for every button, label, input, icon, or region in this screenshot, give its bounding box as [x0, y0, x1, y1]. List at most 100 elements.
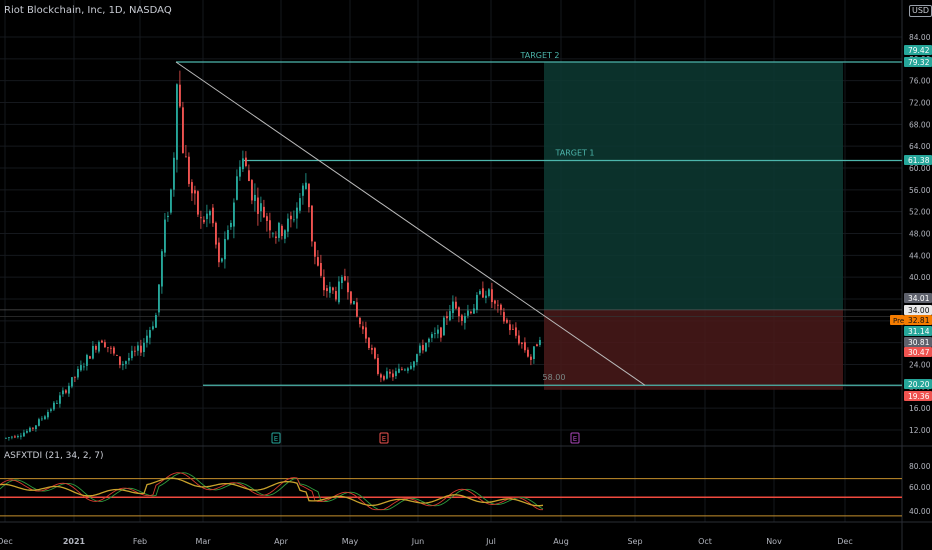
- candle-body: [413, 361, 415, 368]
- candle-body: [134, 350, 136, 352]
- earnings-event-icon[interactable]: [271, 432, 281, 444]
- price-tick-label: 56.00: [909, 186, 931, 195]
- candle-body: [257, 197, 259, 214]
- candle-body: [152, 326, 154, 330]
- candle-body: [188, 156, 190, 184]
- candle-body: [404, 369, 406, 371]
- candle-body: [59, 395, 61, 404]
- candle-body: [380, 374, 382, 378]
- currency-badge[interactable]: USD: [909, 5, 932, 17]
- candle-body: [434, 333, 436, 335]
- candle-body: [485, 295, 487, 298]
- candle-body: [194, 190, 196, 194]
- earnings-event-icon[interactable]: [570, 432, 580, 444]
- candle-body: [275, 236, 277, 239]
- candle-body: [329, 286, 331, 293]
- candle-body: [266, 216, 268, 221]
- candle-body: [335, 291, 337, 300]
- price-badge: [904, 379, 932, 389]
- candle-body: [17, 436, 19, 438]
- candle-body: [383, 376, 385, 380]
- candle-body: [419, 345, 421, 353]
- target2-label: TARGET 2: [519, 51, 559, 60]
- price-badge-value: 34.00: [908, 306, 930, 315]
- candlestick-series: [5, 70, 541, 441]
- candle-body: [455, 301, 457, 309]
- earnings-event-glyph: E: [274, 435, 278, 443]
- pre-market-label: Pre: [893, 317, 904, 325]
- candle-body: [80, 365, 82, 371]
- candle-body: [143, 342, 145, 352]
- price-tick-label: 60.00: [909, 164, 931, 173]
- candle-body: [68, 385, 70, 394]
- price-badge: [904, 347, 932, 357]
- candle-body: [539, 339, 541, 345]
- candle-body: [71, 377, 73, 387]
- candle-body: [101, 340, 103, 343]
- time-tick-label: Aug: [553, 537, 569, 546]
- candle-body: [431, 334, 433, 338]
- candle-body: [491, 289, 493, 303]
- candle-body: [260, 203, 262, 212]
- candle-body: [74, 376, 76, 378]
- price-axis[interactable]: 84.00 80.00 76.00 72.00 68.00 64.00 60.00 56.00…: [890, 33, 932, 516]
- risk-reward-zones: [0, 62, 902, 390]
- time-tick-label: May: [342, 537, 359, 546]
- candle-body: [521, 342, 523, 344]
- candle-body: [110, 347, 112, 349]
- candle-body: [8, 437, 10, 438]
- candle-body: [518, 335, 520, 344]
- candle-body: [107, 347, 109, 349]
- candle-body: [500, 304, 502, 310]
- time-tick-label: Mar: [195, 537, 211, 546]
- candle-body: [278, 222, 280, 238]
- price-tick-label: 24.00: [909, 361, 931, 370]
- candle-body: [173, 157, 175, 190]
- candle-body: [359, 317, 361, 325]
- candle-body: [164, 219, 166, 253]
- candle-body: [443, 317, 445, 336]
- candle-body: [185, 156, 187, 158]
- candle-body: [35, 425, 37, 429]
- candle-body: [398, 368, 400, 373]
- candle-body: [77, 369, 79, 378]
- candle-body: [254, 194, 256, 201]
- candle-body: [218, 242, 220, 263]
- descending-trendline: [175, 61, 646, 386]
- candle-body: [197, 191, 199, 215]
- candle-body: [230, 222, 232, 228]
- candle-body: [488, 289, 490, 296]
- indicator-pane: [0, 472, 902, 517]
- candle-body: [308, 183, 310, 208]
- candle-body: [200, 217, 202, 219]
- earnings-event-icon[interactable]: [379, 432, 389, 444]
- time-axis[interactable]: Dec 2021 Feb Mar Apr May Jun Jul Aug Sep Oct Nov Dec: [0, 537, 853, 546]
- price-tick-label: 52.00: [909, 208, 931, 217]
- candle-body: [458, 307, 460, 317]
- candle-body: [287, 218, 289, 232]
- candle-body: [86, 354, 88, 366]
- candle-body: [215, 222, 217, 245]
- indicator-label[interactable]: ASFXTDI (21, 34, 2, 7): [4, 451, 104, 461]
- candle-body: [23, 432, 25, 437]
- candle-body: [263, 206, 265, 218]
- pre-market-badge[interactable]: [890, 315, 904, 325]
- candle-body: [155, 315, 157, 328]
- candle-body: [131, 350, 133, 359]
- earnings-event-glyph: E: [573, 435, 577, 443]
- price-badge: [904, 326, 932, 336]
- candle-body: [479, 290, 481, 295]
- time-tick-label: Apr: [274, 537, 289, 546]
- candle-body: [317, 257, 319, 266]
- candle-body: [452, 301, 454, 314]
- candle-body: [89, 356, 91, 359]
- candle-body: [116, 355, 118, 356]
- candle-body: [524, 342, 526, 351]
- trend-line: [175, 61, 646, 386]
- price-tick-label: 40.00: [909, 273, 931, 282]
- candle-body: [236, 176, 238, 200]
- price-tick-label: 84.00: [909, 33, 931, 42]
- candle-body: [137, 345, 139, 351]
